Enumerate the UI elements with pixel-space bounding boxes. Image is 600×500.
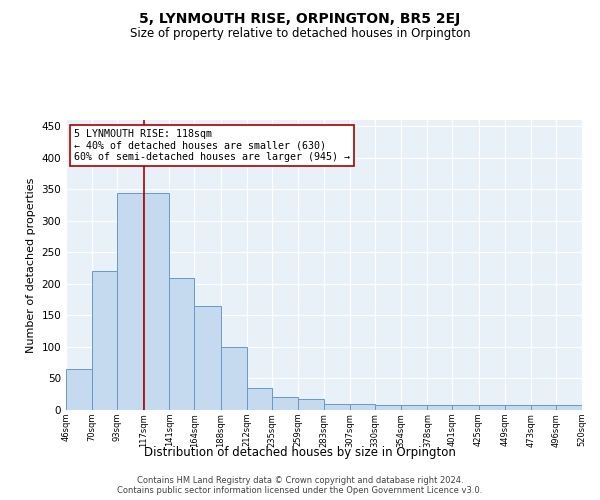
Bar	[505, 405, 531, 410]
Text: Size of property relative to detached houses in Orpington: Size of property relative to detached ho…	[130, 28, 470, 40]
Bar	[117, 192, 143, 410]
Bar	[272, 398, 298, 410]
Bar	[92, 272, 117, 410]
Bar	[452, 405, 479, 410]
Bar	[247, 388, 272, 410]
Text: Distribution of detached houses by size in Orpington: Distribution of detached houses by size …	[144, 446, 456, 459]
Bar	[324, 404, 350, 410]
Text: Contains HM Land Registry data © Crown copyright and database right 2024.
Contai: Contains HM Land Registry data © Crown c…	[118, 476, 482, 495]
Bar	[194, 306, 221, 410]
Bar	[427, 405, 452, 410]
Bar	[221, 347, 247, 410]
Text: 5 LYNMOUTH RISE: 118sqm
← 40% of detached houses are smaller (630)
60% of semi-d: 5 LYNMOUTH RISE: 118sqm ← 40% of detache…	[74, 128, 350, 162]
Y-axis label: Number of detached properties: Number of detached properties	[26, 178, 36, 352]
Bar	[169, 278, 194, 410]
Bar	[479, 405, 505, 410]
Bar	[556, 405, 582, 410]
Bar	[401, 405, 427, 410]
Bar	[375, 405, 401, 410]
Text: 5, LYNMOUTH RISE, ORPINGTON, BR5 2EJ: 5, LYNMOUTH RISE, ORPINGTON, BR5 2EJ	[139, 12, 461, 26]
Bar	[531, 405, 556, 410]
Bar	[143, 192, 169, 410]
Bar	[298, 398, 324, 410]
Bar	[66, 369, 92, 410]
Bar	[350, 404, 375, 410]
